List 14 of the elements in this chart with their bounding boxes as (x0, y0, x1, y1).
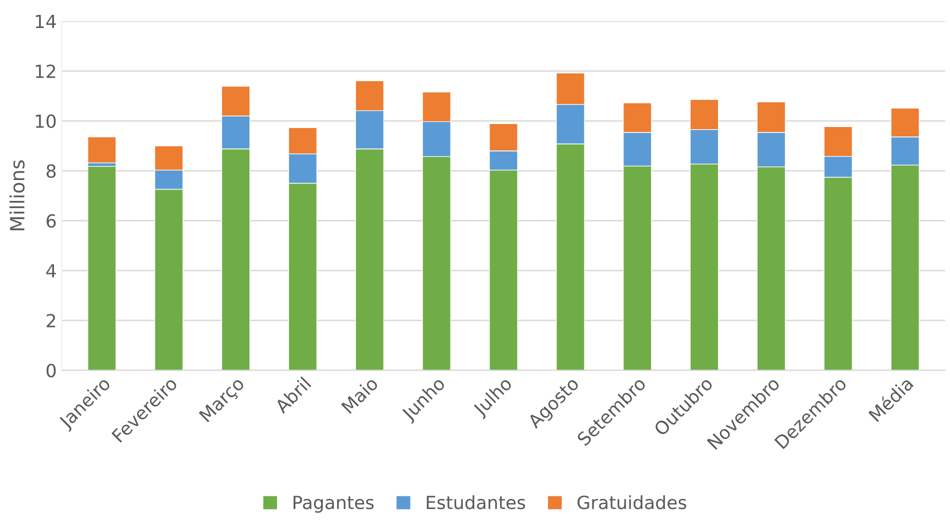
y-tick-label: 12 (36, 64, 56, 78)
legend-label: Gratuidades (578, 495, 686, 510)
y-tick-label: 6 (46, 214, 56, 228)
bar (88, 136, 116, 164)
y-tick-label: 8 (46, 164, 56, 178)
y-tick-label: 2 (46, 314, 56, 328)
y-axis-title: Millions (10, 160, 25, 230)
y-tick-label: 0 (46, 364, 56, 378)
y-tick-label: 14 (36, 14, 56, 28)
legend-label: Estudantes (426, 495, 526, 510)
bar (88, 166, 116, 370)
y-tick-label: 4 (46, 264, 56, 278)
y-tick-label: 10 (36, 114, 56, 128)
legend-label: Pagantes (294, 496, 374, 513)
